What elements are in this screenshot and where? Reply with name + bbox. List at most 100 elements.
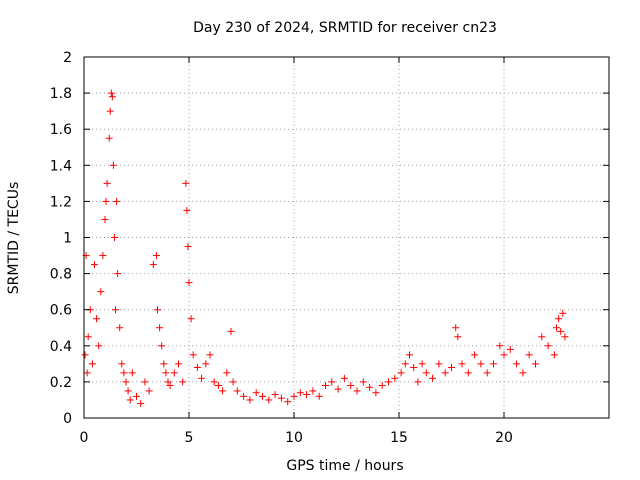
data-point	[95, 342, 103, 350]
data-point	[334, 385, 342, 393]
data-points	[81, 89, 569, 408]
data-point	[418, 360, 426, 368]
data-point	[391, 374, 399, 382]
data-point	[544, 342, 552, 350]
y-axis-label: SRMTID / TECUs	[6, 182, 22, 295]
data-point	[223, 369, 231, 377]
data-point	[441, 369, 449, 377]
data-point	[202, 360, 210, 368]
data-point	[240, 392, 248, 400]
data-point	[397, 369, 405, 377]
data-point	[160, 360, 168, 368]
y-tick-label: 2	[63, 50, 72, 66]
data-point	[340, 374, 348, 382]
data-point	[193, 363, 201, 371]
data-point	[105, 134, 113, 142]
data-point	[532, 360, 539, 368]
x-tick-label: 5	[185, 430, 194, 446]
data-point	[496, 342, 504, 350]
data-point	[483, 369, 491, 377]
data-point	[422, 369, 430, 377]
data-point	[97, 288, 105, 296]
data-point	[366, 383, 374, 391]
data-point	[102, 197, 110, 205]
data-point	[108, 93, 116, 101]
y-tick-label: 1.4	[50, 158, 72, 174]
data-point	[91, 261, 98, 269]
data-point	[500, 351, 508, 359]
data-point	[210, 378, 218, 386]
data-point	[113, 197, 121, 205]
y-tick-label: 0.4	[50, 339, 72, 355]
data-point	[184, 243, 192, 251]
data-point	[315, 392, 323, 400]
data-point	[265, 396, 273, 404]
data-point	[359, 378, 367, 386]
data-point	[259, 392, 266, 400]
data-point	[120, 369, 128, 377]
data-point	[378, 382, 386, 390]
data-point	[401, 360, 409, 368]
data-point	[454, 333, 462, 341]
x-tick-label: 10	[285, 430, 303, 446]
data-point	[164, 378, 172, 386]
x-axis-label: GPS time / hours	[286, 458, 403, 474]
data-point	[81, 351, 89, 359]
data-point	[506, 345, 514, 353]
data-point	[372, 389, 380, 397]
data-point	[471, 351, 479, 359]
data-point	[141, 378, 149, 386]
data-point	[347, 382, 355, 390]
data-point	[183, 206, 191, 214]
data-point	[557, 327, 565, 335]
data-point	[452, 324, 460, 332]
data-point	[448, 363, 455, 371]
x-tick-label: 15	[390, 430, 408, 446]
data-point	[206, 351, 214, 359]
y-tick-label: 0.8	[50, 267, 72, 283]
data-point	[410, 363, 418, 371]
x-tick-label: 20	[495, 430, 513, 446]
data-point	[555, 315, 563, 323]
data-point	[189, 351, 197, 359]
data-point	[429, 374, 437, 382]
data-point	[116, 324, 124, 332]
data-point	[126, 396, 134, 404]
data-point	[84, 333, 92, 341]
chart-title: Day 230 of 2024, SRMTID for receiver cn2…	[193, 20, 497, 36]
data-point	[477, 360, 485, 368]
data-point	[561, 333, 569, 341]
data-point	[109, 161, 117, 169]
data-point	[464, 369, 472, 377]
data-point	[122, 378, 130, 386]
data-point	[152, 252, 160, 260]
data-point	[550, 351, 558, 359]
data-point	[219, 387, 227, 395]
data-point	[322, 382, 329, 390]
y-tick-label: 1.2	[50, 194, 72, 210]
data-point	[124, 387, 132, 395]
data-point	[229, 378, 237, 386]
data-point	[519, 369, 527, 377]
data-point	[198, 374, 206, 382]
data-point	[103, 179, 111, 187]
data-point	[170, 369, 178, 377]
data-point	[290, 392, 298, 400]
data-point	[107, 89, 115, 97]
data-point	[385, 378, 392, 386]
data-point	[553, 324, 560, 332]
data-point	[99, 252, 107, 260]
data-point	[112, 306, 119, 314]
data-point	[277, 394, 285, 402]
data-point	[149, 261, 157, 269]
y-tick-label: 1	[63, 231, 72, 247]
data-point	[353, 387, 361, 395]
data-point	[458, 360, 466, 368]
data-point	[179, 378, 187, 386]
data-point	[233, 387, 241, 395]
data-point	[252, 389, 260, 397]
data-point	[309, 387, 317, 395]
data-point	[525, 351, 533, 359]
data-point	[128, 369, 136, 377]
